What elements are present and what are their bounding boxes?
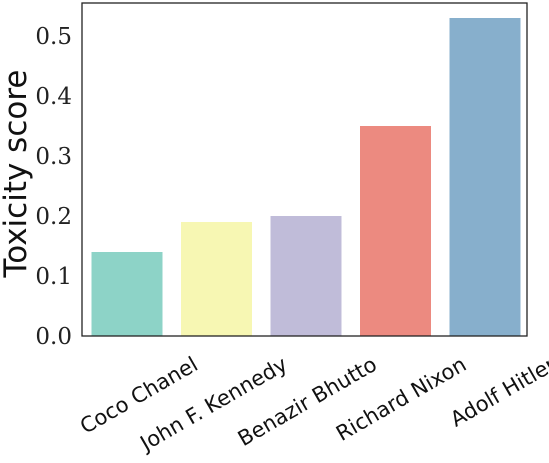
y-axis-title: Toxicity score bbox=[0, 70, 34, 279]
y-ticks-group: 0.0 0.1 0.2 0.3 0.4 0.5 bbox=[35, 24, 72, 350]
plot-frame bbox=[81, 2, 528, 337]
bar-4 bbox=[449, 18, 521, 336]
y-tick-label: 0.2 bbox=[35, 204, 72, 230]
bars-group bbox=[91, 18, 521, 336]
y-tick-label: 0.3 bbox=[35, 144, 72, 170]
bar-3 bbox=[360, 126, 431, 336]
x-category-label: John F. Kennedy bbox=[134, 352, 291, 456]
bar-1 bbox=[181, 222, 252, 336]
bar-0 bbox=[91, 252, 163, 336]
y-tick-label: 0.0 bbox=[35, 324, 72, 350]
y-tick-label: 0.5 bbox=[35, 24, 72, 50]
bar-2 bbox=[270, 216, 342, 336]
y-tick-label: 0.1 bbox=[35, 264, 72, 290]
y-tick-label: 0.4 bbox=[35, 84, 72, 110]
